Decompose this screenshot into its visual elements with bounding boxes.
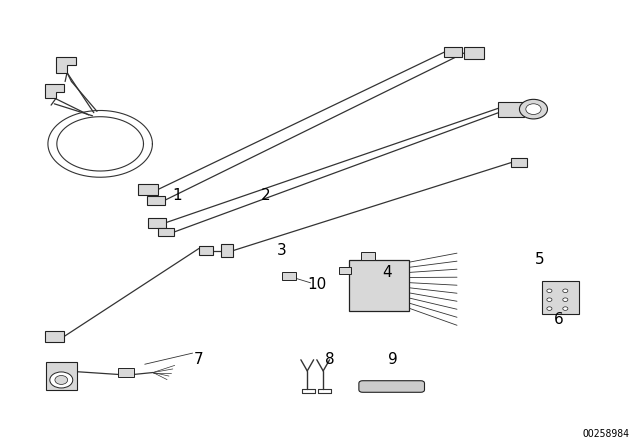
Bar <box>339 267 351 274</box>
Polygon shape <box>56 57 76 73</box>
Text: 9: 9 <box>388 352 398 367</box>
Text: 7: 7 <box>194 352 204 367</box>
Bar <box>362 252 376 260</box>
Text: OO258984: OO258984 <box>582 429 629 439</box>
Bar <box>157 228 174 237</box>
Bar <box>221 244 233 258</box>
Bar <box>349 260 409 311</box>
Circle shape <box>55 375 68 384</box>
Circle shape <box>50 372 73 388</box>
Bar <box>541 280 579 314</box>
Circle shape <box>563 289 568 293</box>
Bar <box>464 47 484 59</box>
Bar <box>199 246 213 255</box>
Bar <box>147 195 164 205</box>
Text: 8: 8 <box>324 352 334 367</box>
Circle shape <box>563 298 568 302</box>
Circle shape <box>547 289 552 293</box>
Text: 2: 2 <box>261 188 271 202</box>
Circle shape <box>526 104 541 115</box>
Text: 4: 4 <box>382 266 392 280</box>
Bar <box>46 362 77 390</box>
Bar <box>282 271 296 280</box>
Bar <box>118 368 134 377</box>
Circle shape <box>563 307 568 310</box>
FancyBboxPatch shape <box>359 381 424 392</box>
Bar <box>148 218 166 228</box>
Text: 1: 1 <box>172 188 181 202</box>
Text: 3: 3 <box>277 243 287 258</box>
Bar <box>444 47 462 57</box>
Bar <box>138 184 157 195</box>
Text: 6: 6 <box>554 312 564 327</box>
Circle shape <box>547 307 552 310</box>
Bar <box>499 102 524 117</box>
Bar <box>45 331 64 342</box>
Circle shape <box>547 298 552 302</box>
Bar <box>511 158 527 167</box>
Polygon shape <box>45 84 64 98</box>
Text: 10: 10 <box>307 276 326 292</box>
Text: 5: 5 <box>535 252 545 267</box>
Circle shape <box>520 99 547 119</box>
